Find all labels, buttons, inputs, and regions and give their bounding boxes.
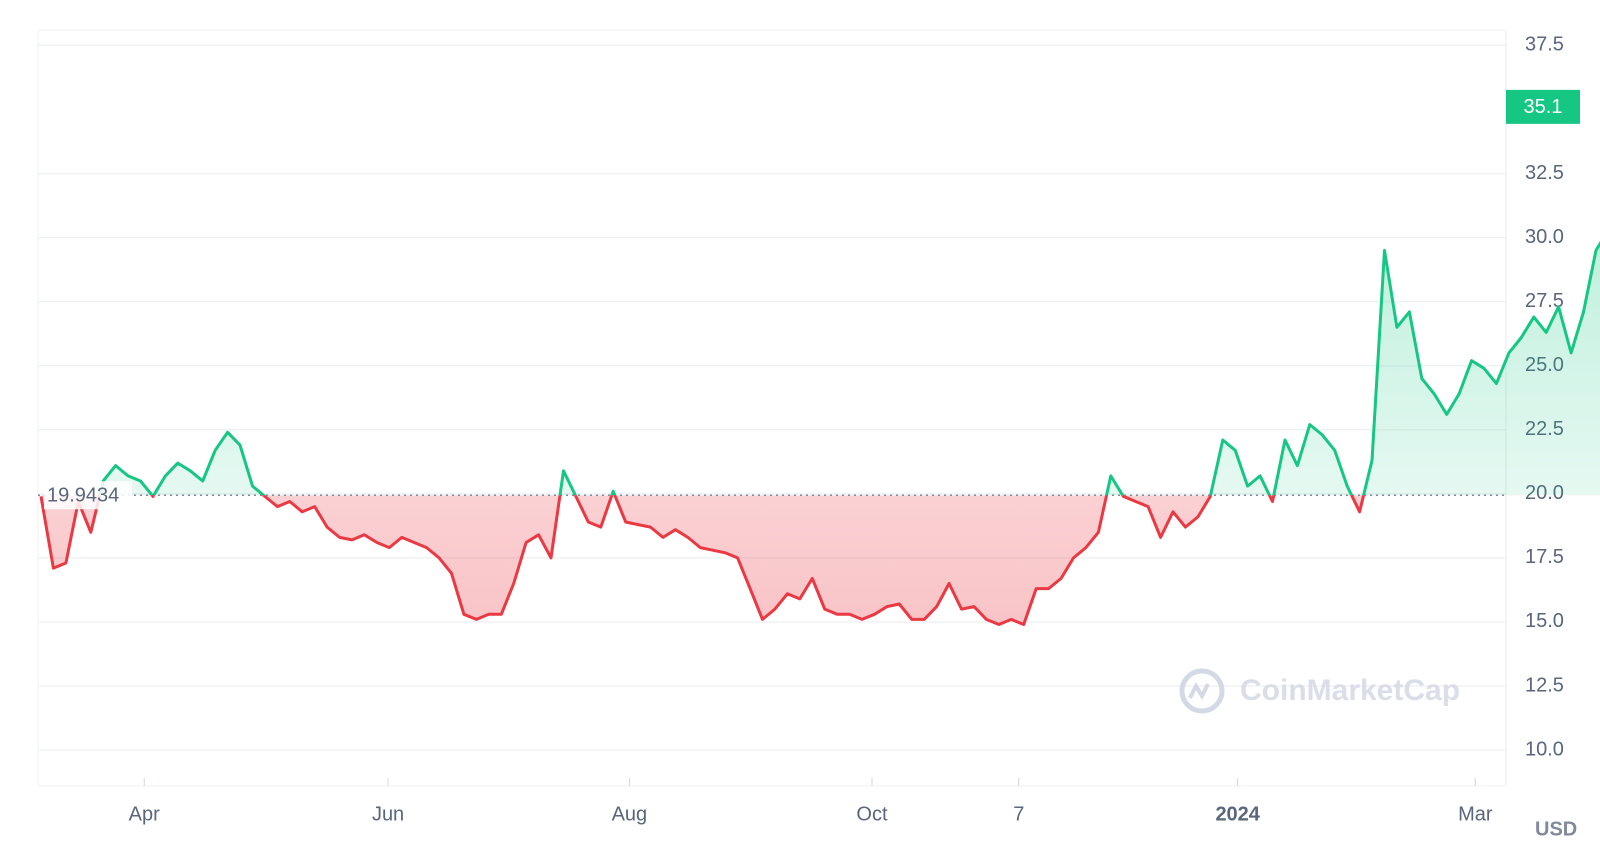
- x-tick-label: 2024: [1215, 803, 1260, 825]
- area-up: [99, 243, 1600, 496]
- x-tick-label: Oct: [856, 803, 888, 825]
- y-tick-label: 30.0: [1525, 226, 1564, 248]
- watermark-logo-mark: [1188, 681, 1210, 701]
- y-tick-label: 37.5: [1525, 34, 1564, 56]
- watermark: CoinMarketCap: [1179, 668, 1460, 714]
- y-tick-label: 12.5: [1525, 674, 1564, 696]
- y-tick-label: 27.5: [1525, 290, 1564, 312]
- x-tick-label: Mar: [1458, 803, 1493, 825]
- x-tick-label: Aug: [612, 803, 648, 825]
- y-tick-label: 10.0: [1525, 738, 1564, 760]
- last-price-bg: [1506, 89, 1580, 124]
- area-down: [41, 495, 1600, 625]
- baseline-label-bg: [44, 481, 132, 510]
- baseline-label: 19.9434: [47, 485, 119, 507]
- last-price-label: 35.1: [1524, 96, 1563, 118]
- watermark-logo: [1179, 668, 1225, 714]
- y-tick-label: 17.5: [1525, 546, 1564, 568]
- y-tick-label: 15.0: [1525, 610, 1564, 632]
- y-tick-label: 32.5: [1525, 162, 1564, 184]
- x-tick-label: 7: [1013, 803, 1024, 825]
- x-tick-label: Apr: [129, 803, 160, 825]
- x-tick-label: Jun: [372, 803, 404, 825]
- price-line-down: [39, 495, 1366, 626]
- watermark-text: CoinMarketCap: [1240, 674, 1460, 707]
- plot-frame: [37, 29, 1507, 787]
- currency-label: USD: [1535, 818, 1577, 840]
